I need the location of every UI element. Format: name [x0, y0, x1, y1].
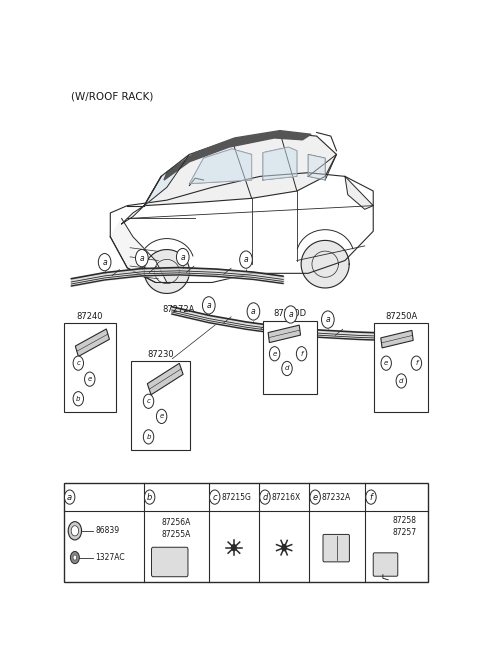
Bar: [131, 361, 190, 450]
Circle shape: [156, 409, 167, 424]
Text: c: c: [146, 398, 150, 405]
Circle shape: [98, 253, 111, 271]
Circle shape: [144, 394, 154, 409]
Text: 87272A: 87272A: [163, 306, 195, 314]
Text: f: f: [370, 492, 372, 502]
Circle shape: [282, 362, 292, 376]
Circle shape: [68, 521, 82, 540]
Bar: [64, 323, 116, 412]
Circle shape: [73, 391, 84, 406]
Text: a: a: [206, 301, 211, 310]
Text: b: b: [146, 434, 151, 440]
Text: 87215G: 87215G: [221, 492, 251, 502]
Polygon shape: [190, 149, 252, 183]
Text: a: a: [102, 257, 107, 267]
Text: e: e: [88, 376, 92, 382]
Polygon shape: [381, 331, 413, 348]
Text: 87256A: 87256A: [162, 518, 191, 527]
Text: a: a: [67, 492, 72, 502]
Circle shape: [269, 346, 280, 361]
Polygon shape: [268, 325, 300, 343]
Text: d: d: [285, 366, 289, 372]
Text: b: b: [147, 492, 152, 502]
Text: f: f: [300, 350, 303, 357]
FancyBboxPatch shape: [323, 535, 349, 562]
Text: 87260D: 87260D: [273, 309, 306, 318]
Circle shape: [73, 356, 84, 370]
Bar: [263, 321, 317, 394]
Polygon shape: [308, 154, 325, 180]
Circle shape: [71, 552, 79, 564]
Polygon shape: [263, 147, 297, 180]
Circle shape: [210, 490, 220, 504]
Text: a: a: [288, 310, 293, 319]
Circle shape: [366, 490, 376, 504]
Circle shape: [396, 374, 407, 388]
Circle shape: [203, 297, 215, 314]
Text: 87216X: 87216X: [271, 492, 300, 502]
Polygon shape: [144, 133, 336, 206]
Circle shape: [144, 430, 154, 444]
Circle shape: [84, 372, 95, 386]
FancyBboxPatch shape: [152, 547, 188, 577]
Polygon shape: [144, 154, 190, 206]
Circle shape: [144, 490, 155, 504]
Circle shape: [247, 303, 260, 320]
Text: d: d: [399, 378, 404, 384]
Circle shape: [135, 249, 148, 267]
Text: e: e: [159, 413, 164, 419]
Text: a: a: [180, 253, 185, 261]
Text: 1327AC: 1327AC: [96, 553, 125, 562]
Text: a: a: [325, 315, 330, 324]
Polygon shape: [110, 218, 167, 282]
Circle shape: [322, 311, 334, 328]
Polygon shape: [121, 206, 144, 224]
Circle shape: [177, 248, 189, 266]
Text: 87230: 87230: [147, 350, 174, 359]
FancyBboxPatch shape: [373, 553, 398, 576]
Bar: [374, 323, 428, 412]
Text: 87258: 87258: [392, 516, 416, 525]
Bar: [64, 483, 428, 582]
Text: b: b: [76, 396, 81, 402]
Circle shape: [284, 306, 297, 323]
Circle shape: [240, 251, 252, 268]
Text: c: c: [213, 492, 217, 502]
Text: 87232A: 87232A: [322, 492, 351, 502]
Text: 87255A: 87255A: [162, 530, 191, 539]
Polygon shape: [164, 131, 311, 180]
Polygon shape: [75, 329, 109, 356]
Polygon shape: [147, 363, 183, 395]
Circle shape: [71, 526, 79, 536]
Text: 86839: 86839: [96, 526, 120, 535]
Text: a: a: [251, 307, 256, 316]
Circle shape: [282, 544, 287, 550]
Text: 87240: 87240: [76, 312, 103, 321]
Circle shape: [73, 555, 77, 560]
Circle shape: [411, 356, 421, 370]
Text: e: e: [273, 350, 277, 357]
Text: 87250A: 87250A: [385, 312, 418, 321]
Text: a: a: [140, 253, 144, 263]
Circle shape: [232, 544, 236, 550]
Polygon shape: [345, 176, 373, 209]
Text: a: a: [244, 255, 248, 264]
Text: c: c: [76, 360, 80, 366]
Text: e: e: [384, 360, 388, 366]
Text: f: f: [415, 360, 418, 366]
Text: d: d: [262, 492, 268, 502]
Circle shape: [64, 490, 75, 504]
Text: 87257: 87257: [392, 528, 416, 537]
Polygon shape: [144, 249, 190, 294]
Circle shape: [296, 346, 307, 361]
Circle shape: [310, 490, 321, 504]
Polygon shape: [301, 240, 349, 288]
Circle shape: [260, 490, 270, 504]
Circle shape: [381, 356, 391, 370]
Text: e: e: [312, 492, 318, 502]
Text: (W/ROOF RACK): (W/ROOF RACK): [71, 92, 154, 102]
Text: 87271A: 87271A: [275, 331, 307, 340]
